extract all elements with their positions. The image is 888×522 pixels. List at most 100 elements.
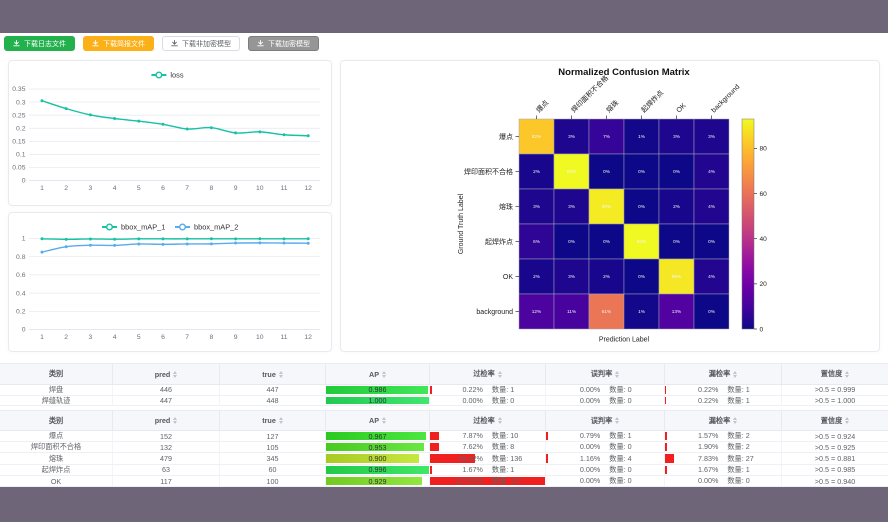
y-axis-title: Ground Truth Label — [458, 193, 465, 254]
matrix-cell — [518, 258, 555, 295]
matrix-cell-value: 3% — [568, 134, 575, 139]
y-tick-label: 0.3 — [16, 99, 26, 106]
sort-caret-icon[interactable] — [382, 370, 387, 378]
x-tick-label: 4 — [113, 334, 117, 341]
sort-caret-icon[interactable] — [733, 417, 738, 425]
sort-caret-icon[interactable] — [733, 370, 738, 378]
rate-percent: 0.00% — [462, 395, 483, 405]
matrix-cell-value: 82% — [532, 134, 541, 139]
column-header-confidence[interactable]: 置信度 — [782, 411, 888, 430]
button-label: 下载简报文件 — [103, 40, 145, 48]
rate-percent: 1.67% — [462, 464, 483, 474]
sort-caret-icon[interactable] — [278, 370, 283, 378]
data-point — [234, 241, 238, 245]
column-header-confidence[interactable]: 置信度 — [782, 364, 888, 384]
column-header-label: AP — [369, 416, 380, 426]
column-header-ap[interactable]: AP — [326, 364, 431, 384]
sort-caret-icon[interactable] — [173, 417, 178, 425]
legend-item-bbox_mAP_1[interactable]: bbox_mAP_1 — [102, 223, 165, 232]
sort-caret-icon[interactable] — [382, 417, 387, 425]
column-header-label: AP — [369, 369, 380, 379]
rate-count: 数量: 0 — [609, 395, 632, 405]
column-header-true[interactable]: true — [220, 364, 327, 384]
data-point — [185, 242, 189, 246]
column-header-label: 类别 — [48, 369, 64, 378]
sort-caret-icon[interactable] — [845, 370, 850, 378]
y-category-label: 起焊炸点 — [485, 237, 513, 246]
x-tick-label: 11 — [280, 334, 287, 341]
matrix-cell — [623, 223, 660, 260]
column-header-ap[interactable]: AP — [326, 411, 431, 430]
matrix-cell — [588, 118, 625, 155]
column-header-label: 置信度 — [820, 369, 843, 378]
cell-misjudge-rate: 0.00% 数量: 0 — [546, 476, 665, 487]
cell-true: 127 — [220, 430, 327, 442]
download-encrypted-model-button[interactable]: 下载加密模型 — [248, 36, 319, 51]
rate-bar — [546, 431, 548, 441]
data-point — [209, 126, 213, 130]
data-point — [113, 237, 117, 241]
rate-count: 数量: 0 — [491, 395, 515, 405]
column-header-miss-rate[interactable]: 漏检率 — [665, 411, 783, 430]
rate-bar — [664, 431, 667, 441]
column-header-over-rate[interactable]: 过检率 — [430, 364, 546, 384]
x-tick-label: 9 — [234, 334, 238, 341]
rate-bar — [430, 443, 439, 452]
matrix-cell — [588, 293, 625, 330]
table-row-爆点: 爆点 152 127 0.967 7.87% 数量: 10 0.79% 数量: 1 1.57% 数… — [0, 430, 888, 443]
rate-percent: 0.22% — [697, 385, 719, 394]
cell-true: 105 — [220, 442, 327, 453]
sort-caret-icon[interactable] — [173, 370, 178, 378]
cell-miss-rate: 0.00% 数量: 0 — [665, 476, 783, 487]
matrix-cell-value: 0% — [603, 239, 610, 244]
sort-caret-icon[interactable] — [497, 417, 502, 425]
column-header-label: 漏检率 — [708, 415, 731, 425]
rate-bar — [430, 465, 432, 475]
matrix-cell-value: 61% — [602, 309, 611, 314]
legend-item-loss[interactable]: loss — [151, 71, 184, 80]
ap-bar — [326, 454, 419, 463]
rate-bar — [664, 465, 667, 475]
table-row-OK: OK 117 100 0.929 117.00% 数量: 117 0.00% 数量: 0 0.0… — [0, 476, 888, 488]
sort-caret-icon[interactable] — [497, 370, 502, 378]
column-header-pred[interactable]: pred — [113, 411, 221, 430]
data-point — [161, 237, 165, 241]
column-header-true[interactable]: true — [220, 411, 327, 430]
cell-pred: 446 — [113, 385, 221, 395]
matrix-cell — [553, 293, 590, 330]
sort-caret-icon[interactable] — [278, 417, 283, 425]
y-tick-label: 0.05 — [12, 165, 25, 172]
toolbar: 下载日志文件 下载简报文件 下载非加密模型 下载加密模型 — [4, 36, 319, 51]
cell-pred: 132 — [113, 442, 221, 453]
matrix-cell-value: 0% — [638, 169, 645, 174]
x-tick-label: 2 — [64, 185, 68, 192]
matrix-cell-value: 89% — [672, 274, 681, 279]
column-header-pred[interactable]: pred — [113, 364, 221, 384]
cell-true: 448 — [220, 395, 327, 406]
column-header-over-rate[interactable]: 过检率 — [430, 411, 546, 430]
download-log-file-button[interactable]: 下载日志文件 — [4, 36, 75, 51]
data-point — [137, 237, 141, 241]
y-category-label: 爆点 — [499, 132, 513, 141]
download-report-file-button[interactable]: 下载简报文件 — [83, 36, 154, 51]
column-header-misjudge-rate[interactable]: 误判率 — [546, 411, 665, 430]
sort-caret-icon[interactable] — [845, 417, 850, 425]
column-header-miss-rate[interactable]: 漏检率 — [665, 364, 783, 384]
rate-count: 数量: 0 — [609, 385, 632, 394]
y-tick-label: 0.8 — [16, 254, 26, 261]
x-tick-label: 1 — [40, 334, 44, 341]
line-series-bbox_mAP_1 — [41, 238, 309, 241]
sort-caret-icon[interactable] — [615, 417, 620, 425]
data-point — [40, 237, 44, 241]
matrix-cell — [693, 118, 730, 155]
matrix-cell-value: 12% — [532, 309, 541, 314]
download-plain-model-button[interactable]: 下载非加密模型 — [162, 36, 240, 51]
data-point — [137, 119, 141, 123]
rate-bar — [430, 431, 440, 441]
column-header-misjudge-rate[interactable]: 误判率 — [546, 364, 665, 384]
legend-item-bbox_mAP_2[interactable]: bbox_mAP_2 — [175, 223, 238, 232]
x-tick-label: 4 — [113, 185, 117, 192]
cell-ap: 1.000 — [326, 395, 431, 406]
sort-caret-icon[interactable] — [615, 370, 620, 378]
matrix-cell-value: 0% — [708, 239, 715, 244]
